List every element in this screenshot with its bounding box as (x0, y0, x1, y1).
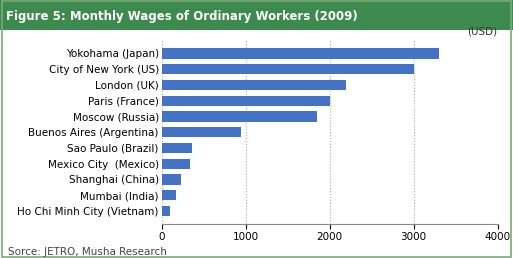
Text: (USD): (USD) (467, 26, 498, 36)
Bar (162, 64, 413, 74)
Bar (162, 143, 192, 153)
Bar (162, 48, 439, 59)
Bar (162, 206, 170, 216)
Bar (162, 159, 190, 169)
Text: Figure 5: Monthly Wages of Ordinary Workers (2009): Figure 5: Monthly Wages of Ordinary Work… (6, 10, 358, 23)
Text: Sorce: JETRO, Musha Research: Sorce: JETRO, Musha Research (8, 247, 167, 257)
Bar (162, 190, 176, 200)
Bar (162, 127, 242, 137)
Bar (162, 111, 317, 122)
Bar (162, 96, 329, 106)
Bar (162, 80, 346, 90)
Bar (162, 174, 181, 184)
